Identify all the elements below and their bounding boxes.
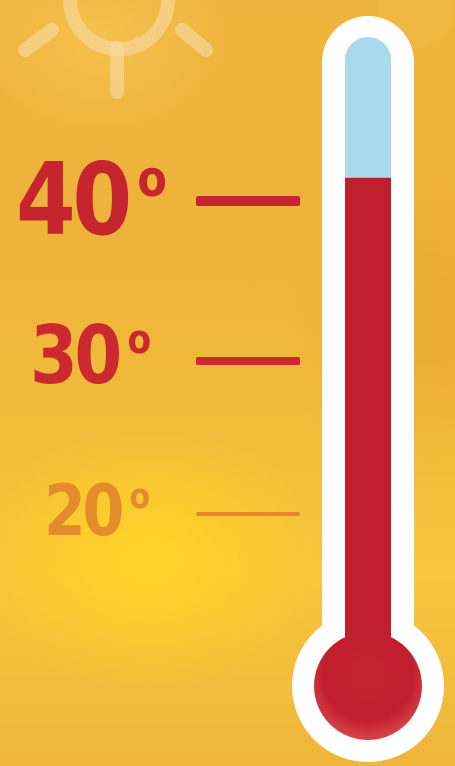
scale-label-30: 30 o (30, 316, 151, 396)
scale-label-40: 40 o (16, 150, 167, 250)
scale-value-20: 20 (44, 470, 124, 552)
scale-tick-30 (196, 357, 300, 365)
scale-value-30: 30 (30, 309, 122, 402)
thermometer-bulb (314, 632, 422, 740)
degree-symbol-30: o (127, 317, 152, 363)
scale-tick-20 (196, 512, 300, 516)
degree-symbol-20: o (129, 477, 151, 517)
degree-symbol-40: o (137, 150, 167, 208)
scale-value-40: 40 (16, 141, 132, 258)
thermometer-fill (345, 177, 391, 678)
scale-label-20: 20 o (44, 476, 150, 546)
scale-tick-40 (196, 196, 300, 206)
